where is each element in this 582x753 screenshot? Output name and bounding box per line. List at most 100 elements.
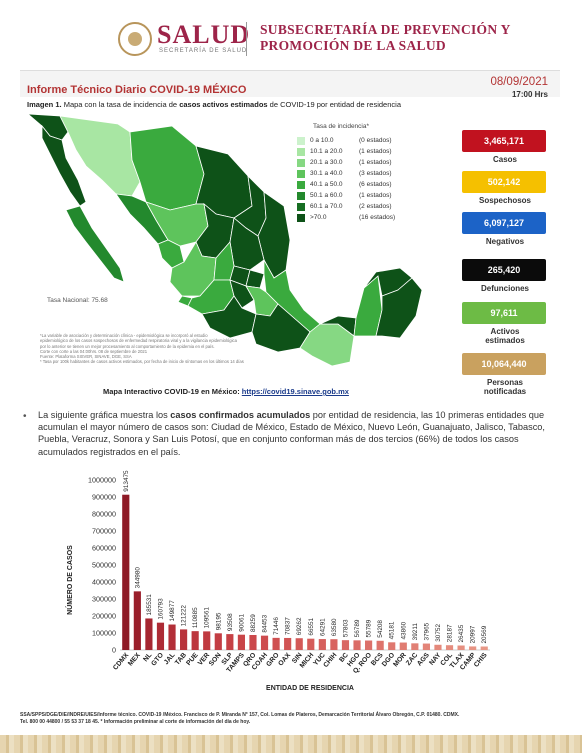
x-tick-label: OAX	[277, 651, 292, 667]
map-notes: *La variable de asociación y determinaci…	[40, 333, 290, 365]
map-link-label: Mapa Interactivo COVID-19 en México:	[103, 387, 242, 396]
map-region-qroo	[375, 277, 423, 339]
legend-range: >70.0	[310, 214, 327, 221]
stat-value: 10,064,440	[462, 353, 546, 375]
bar-son	[214, 633, 222, 650]
legend-range: 50.1 a 60.0	[310, 192, 343, 199]
y-tick-label: 600000	[92, 544, 116, 553]
stat-value: 265,420	[462, 259, 546, 281]
bar-chis	[480, 646, 488, 650]
map-note: *La variable de asociación y determinaci…	[40, 333, 208, 338]
bar-tamps	[237, 634, 245, 650]
bar-value-label: 37965	[423, 622, 430, 640]
legend-count: (2 estados)	[359, 203, 392, 210]
bar-value-label: 54208	[377, 620, 384, 638]
bar-bcs	[376, 640, 384, 650]
legend-count: (0 estados)	[359, 137, 392, 144]
chart-bars	[122, 494, 488, 650]
bar-value-label: 20569	[481, 625, 488, 643]
bar-value-label: 185531	[146, 594, 153, 616]
header-title-line2: PROMOCIÓN DE LA SALUD	[260, 38, 446, 53]
bar-value-label: 28187	[447, 624, 454, 642]
legend-count: (1 estados)	[359, 159, 392, 166]
legend-swatch	[297, 181, 305, 189]
government-seal-icon	[118, 22, 152, 56]
legend-swatch	[297, 148, 305, 156]
bar-value-label: 110885	[192, 607, 199, 628]
decorative-bottom-band	[0, 735, 582, 753]
bar-value-label: 109561	[204, 607, 211, 629]
bar-value-label: 43860	[400, 621, 407, 639]
salud-logo-subtitle: SECRETARÍA DE SALUD	[159, 48, 248, 54]
legend-count: (16 estados)	[359, 214, 396, 221]
legend-swatch	[297, 159, 305, 167]
bar-col	[445, 645, 454, 650]
bar-value-label: 88259	[250, 614, 257, 632]
stat-label: Activos estimados	[485, 327, 525, 345]
stat-value: 502,142	[462, 171, 546, 193]
y-tick-label: 900000	[92, 493, 116, 502]
bar-coah	[260, 635, 269, 650]
stat-value: 3,465,171	[462, 130, 546, 152]
bar-value-label: 66551	[308, 617, 315, 635]
chart-xlabel: ENTIDAD DE RESIDENCIA	[266, 685, 354, 692]
x-tick-label: BC	[338, 652, 350, 664]
bar-value-label: 39211	[412, 623, 419, 641]
bar-hgo	[353, 640, 361, 650]
mexico-map-svg	[26, 113, 423, 367]
bar-jal	[168, 624, 176, 650]
legend-range: 40.1 a 50.0	[310, 181, 343, 188]
map-note: Fuente: Plataforma SISVER, SINAVE, DGE, …	[40, 354, 132, 360]
bar-value-label: 56789	[354, 619, 361, 637]
legend-count: (1 estados)	[359, 148, 392, 155]
report-title: Informe Técnico Diario COVID-19 MÉXICO	[27, 84, 247, 96]
x-tick-label: PUE	[185, 651, 200, 667]
legend-title: Tasa de incidencia*	[313, 123, 370, 130]
y-tick-label: 400000	[92, 578, 116, 587]
bar-value-label: 71446	[273, 617, 280, 635]
bullet-icon: •	[23, 411, 27, 422]
legend-range: 60.1 a 70.0	[310, 203, 343, 210]
bar-qro	[249, 634, 257, 650]
map-note: por lo anterior se tienen un mejor proce…	[40, 343, 215, 349]
x-tick-label: CHIS	[473, 651, 489, 668]
bar-mich	[307, 638, 315, 650]
bar-dgo	[388, 642, 396, 650]
x-tick-label: MEX	[127, 651, 142, 667]
x-tick-label: JAL	[163, 652, 177, 666]
bar-tab	[180, 629, 188, 650]
bar-value-label: 20997	[470, 625, 477, 643]
para-a: La siguiente gráfica muestra los	[38, 410, 171, 420]
salud-logo-text: SALUD	[157, 20, 251, 49]
x-tick-label: SON	[208, 652, 223, 668]
bar-value-label: 98195	[215, 612, 222, 630]
bar-sin	[295, 638, 303, 650]
y-tick-label: 100000	[92, 629, 116, 638]
bar-value-label: 160793	[157, 598, 164, 620]
map-link[interactable]: https://covid19.sinave.gob.mx	[241, 387, 349, 396]
legend-swatch	[297, 203, 305, 211]
bar-mor	[399, 642, 407, 650]
header-title-line1: SUBSECRETARÍA DE PREVENCIÓN Y	[260, 22, 511, 37]
y-tick-label: 800000	[92, 510, 116, 519]
chart-value-labels: 913475 344980 185531 160793 149877 121222 1108…	[123, 470, 488, 644]
legend-range: 0 a 10.0	[310, 137, 334, 144]
bar-value-label: 84453	[262, 614, 269, 632]
top-band	[0, 0, 582, 6]
bar-nl	[145, 618, 153, 650]
bar-oax	[284, 637, 292, 650]
bar-value-label: 57803	[342, 619, 349, 637]
bar-cdmx	[122, 494, 130, 650]
bar-ags	[422, 643, 430, 650]
map-link-line: Mapa Interactivo COVID-19 en México: htt…	[103, 387, 349, 396]
stat-label: Personas notificadas	[483, 378, 527, 396]
bar-zac	[411, 643, 419, 650]
map-region-chihuahua	[129, 125, 205, 211]
bar-value-label: 121222	[181, 605, 188, 627]
y-tick-label: 0	[112, 646, 116, 655]
bar-q-roo	[365, 640, 373, 650]
bar-value-label: 63580	[331, 618, 338, 636]
map-region-bcs	[65, 205, 125, 283]
bar-value-label: 26435	[458, 624, 465, 642]
